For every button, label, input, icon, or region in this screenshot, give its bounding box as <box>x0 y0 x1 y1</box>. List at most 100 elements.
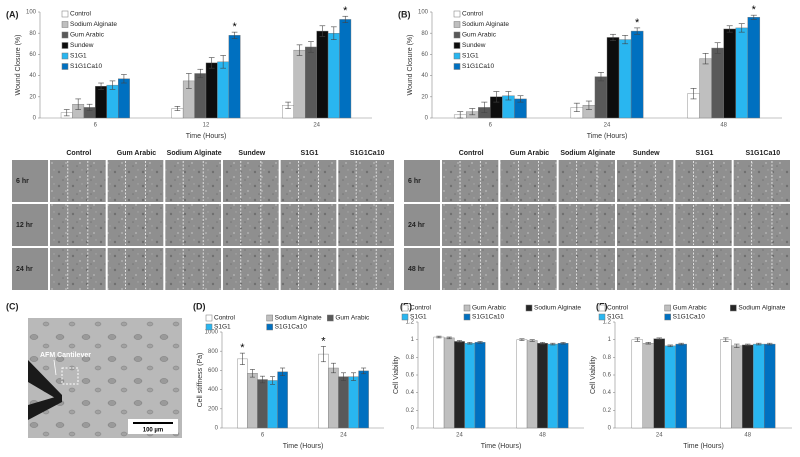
x-tick-label: 24 <box>340 433 347 439</box>
cantilever <box>28 360 62 402</box>
x-tick-label: 24 <box>656 433 663 439</box>
legend-label: S1G1Ca10 <box>673 314 706 321</box>
legend-swatch <box>730 304 737 312</box>
legend-label: Sodium Alginate <box>462 21 509 28</box>
bar <box>454 341 465 429</box>
legend-label: S1G1Ca10 <box>472 314 505 321</box>
y-tick-label: 0.4 <box>406 390 415 396</box>
x-tick-label: 6 <box>489 123 493 129</box>
micrograph <box>165 248 221 290</box>
y-tick-label: 200 <box>208 406 219 412</box>
error-bar <box>505 91 512 101</box>
micrograph <box>107 160 164 202</box>
bar <box>653 338 665 429</box>
legend-swatch <box>453 52 461 60</box>
micrograph <box>675 248 732 290</box>
y-tick-label: 40 <box>29 73 36 79</box>
y-axis-title: Wound Closure (%) <box>15 35 22 96</box>
value-label: * <box>240 342 245 354</box>
legend-label: Gum Arabic <box>335 315 370 322</box>
column-header: Sodium Alginate <box>167 150 222 157</box>
row-header: 6 hr <box>408 178 421 185</box>
row-header-bg <box>404 160 440 202</box>
column-header: S1G1 <box>696 150 714 157</box>
value-label: * <box>752 4 757 16</box>
error-bar <box>239 352 245 365</box>
bar <box>675 343 687 429</box>
bar <box>433 336 445 429</box>
column-header: Gum Arabic <box>117 150 157 157</box>
micrograph <box>223 160 279 202</box>
scan-area <box>61 367 79 385</box>
y-tick-label: 1.2 <box>406 320 415 326</box>
bar <box>735 27 748 119</box>
x-axis-title: Time (Hours) <box>186 133 227 140</box>
error-bar <box>456 340 463 343</box>
y-tick-label: 80 <box>421 31 428 37</box>
y-tick-label: 1.2 <box>603 320 612 326</box>
legend-swatch <box>453 42 461 49</box>
error-bar <box>610 33 617 41</box>
afm-annotation: AFM Cantilever <box>40 352 91 359</box>
error-bar <box>690 88 697 100</box>
error-bar <box>436 335 442 339</box>
legend-swatch <box>401 304 409 312</box>
error-bar <box>296 44 303 56</box>
bar <box>318 353 329 429</box>
x-axis-title: Time (Hours) <box>481 443 522 450</box>
legend-label: Sundew <box>462 42 486 49</box>
error-bar <box>249 369 255 378</box>
error-bar <box>285 101 291 109</box>
legend-label: Gum Arabic <box>472 305 507 312</box>
y-tick-label: 0 <box>411 426 415 432</box>
legend-swatch <box>525 304 533 312</box>
legend-swatch <box>61 42 69 49</box>
legend-label: Sodium Alginate <box>534 305 581 312</box>
bar <box>642 343 654 429</box>
value-label: * <box>635 17 640 29</box>
legend-swatch <box>61 10 69 18</box>
bar <box>731 345 743 429</box>
legend-swatch <box>401 313 409 321</box>
x-tick-label: 6 <box>94 123 98 129</box>
micrograph <box>223 248 279 290</box>
legend-swatch <box>61 31 69 39</box>
error-bar <box>330 362 336 374</box>
micrograph <box>107 248 164 290</box>
x-tick-label: 6 <box>261 433 265 439</box>
x-axis-title: Time (Hours) <box>587 133 628 140</box>
bar <box>747 17 761 119</box>
error-bar <box>446 336 452 340</box>
row-header-bg <box>12 204 48 246</box>
column-header: S1G1Ca10 <box>746 150 781 157</box>
bar <box>348 376 359 429</box>
micrograph <box>280 160 337 202</box>
row-header: 24 hr <box>16 266 33 273</box>
micrograph <box>500 160 557 202</box>
legend-swatch <box>205 323 213 331</box>
error-bar <box>469 108 476 116</box>
column-header: S1G1Ca10 <box>350 150 385 157</box>
micrograph <box>50 204 106 246</box>
y-tick-label: 1 <box>608 337 612 343</box>
bar <box>723 28 736 119</box>
y-tick-label: 1 <box>411 337 415 343</box>
error-bar <box>174 106 181 111</box>
legend-label: S1G1Ca10 <box>70 63 103 70</box>
bar <box>106 84 119 119</box>
error-bar <box>121 74 127 84</box>
y-tick-label: 0.8 <box>603 355 612 361</box>
y-tick-label: 400 <box>208 387 219 393</box>
bar <box>664 345 676 429</box>
legend-swatch <box>205 314 213 322</box>
bar <box>594 76 608 119</box>
error-bar <box>634 337 641 342</box>
bar <box>277 371 288 429</box>
bar <box>305 46 317 119</box>
error-bar <box>723 337 729 342</box>
column-header: S1G1 <box>301 150 319 157</box>
annotation-arrow <box>53 359 57 376</box>
y-tick-label: 800 <box>208 349 219 355</box>
error-bar <box>714 42 721 54</box>
x-tick-label: 48 <box>744 433 751 439</box>
